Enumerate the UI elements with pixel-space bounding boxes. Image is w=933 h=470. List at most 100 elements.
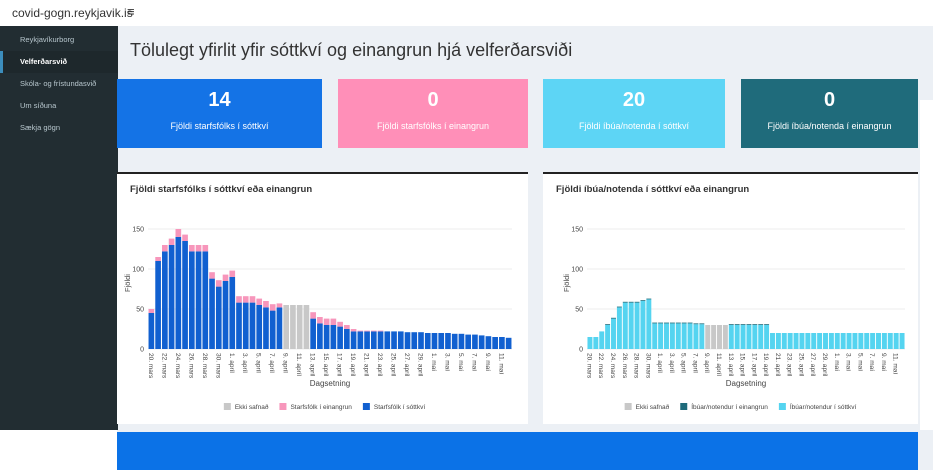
x-tick-label: 13. apríl <box>727 353 734 377</box>
bar-segment <box>485 336 492 349</box>
bar-segment <box>793 333 799 349</box>
bar-segment <box>611 318 616 349</box>
bar-segment <box>658 322 664 324</box>
y-tick-label: 100 <box>571 267 583 274</box>
bar-segment <box>222 281 229 349</box>
bar-segment <box>330 325 337 349</box>
legend-label: Starfsfólk í einangrun <box>290 404 352 411</box>
bar-segment <box>693 323 699 325</box>
x-tick-label: 11. apríl <box>715 353 722 377</box>
footer-band <box>117 432 918 470</box>
bar-segment <box>687 322 693 324</box>
bar-segment <box>350 329 357 332</box>
bar-segment <box>675 322 681 324</box>
bar-segment <box>893 333 899 349</box>
box-value: 14 <box>208 89 231 111</box>
bar-segment <box>781 333 787 349</box>
bar-segment <box>290 305 296 349</box>
x-tick-label: 27. apríl <box>403 353 410 377</box>
bar-segment <box>728 325 734 349</box>
bar-segment <box>283 305 290 349</box>
nav-item[interactable]: Um síðuna <box>20 101 57 110</box>
bar-segment <box>734 325 740 349</box>
nav-item[interactable]: Reykjavíkurborg <box>20 35 75 44</box>
bar-segment <box>431 333 438 349</box>
bar-segment <box>634 302 640 349</box>
chart-panel: Fjöldi íbúa/notenda í sóttkví eða einang… <box>543 172 918 424</box>
bar-segment <box>188 245 195 252</box>
x-tick-label: 23. apríl <box>786 353 793 377</box>
bar-segment <box>263 307 269 349</box>
legend-swatch <box>223 403 231 410</box>
x-tick-label: 27. apríl <box>809 353 816 377</box>
x-tick-label: 23. apríl <box>376 353 383 377</box>
y-tick-label: 150 <box>571 227 583 234</box>
bar-segment <box>722 325 728 349</box>
bar-segment <box>236 302 242 349</box>
bar-segment <box>616 307 622 349</box>
bar-segment <box>269 310 276 349</box>
bar-segment <box>445 333 451 349</box>
bar-segment <box>168 245 175 349</box>
bar-segment <box>370 330 377 332</box>
x-tick-label: 21. apríl <box>774 353 781 377</box>
menu-toggle[interactable]: ≡ <box>127 4 135 19</box>
bar-segment <box>263 301 269 308</box>
x-tick-label: 24. mars <box>174 353 181 379</box>
bar-segment <box>823 333 828 349</box>
x-tick-label: 5. apríl <box>680 353 687 373</box>
bar-segment <box>646 299 652 349</box>
bar-segment <box>337 321 343 327</box>
nav-item[interactable]: Skóla- og frístundasvið <box>20 79 97 88</box>
x-tick-label: 20. mars <box>585 353 592 379</box>
x-tick-label: 22. mars <box>160 353 167 379</box>
bar-segment <box>758 325 764 349</box>
bar-segment <box>222 274 229 281</box>
x-tick-label: 9. apríl <box>282 353 289 373</box>
bar-segment <box>202 251 209 349</box>
x-tick-label: 3. apríl <box>241 353 248 373</box>
bar-segment <box>472 334 478 349</box>
bar-segment <box>828 333 834 349</box>
x-tick-label: 7. maí <box>470 353 477 371</box>
bar-segment <box>155 257 161 261</box>
bar-segment <box>337 326 343 349</box>
box-value: 0 <box>823 89 836 111</box>
x-tick-label: 17. apríl <box>750 353 757 377</box>
chart: Fjöldi íbúa/notenda í sóttkví eða einang… <box>556 184 905 411</box>
chart: Fjöldi starfsfólks í sóttkví eða einangr… <box>123 184 512 411</box>
bar-segment <box>182 234 188 241</box>
bar-segment <box>787 333 793 349</box>
legend-label: Íbúar/notendur í einangrun <box>691 402 768 411</box>
bar-segment <box>881 333 887 349</box>
bar-segment <box>587 337 593 349</box>
chart-panel: Fjöldi starfsfólks í sóttkví eða einangr… <box>117 172 528 424</box>
bar-segment <box>249 296 256 303</box>
bar-segment <box>752 324 758 325</box>
bar-segment <box>634 301 640 303</box>
box-label: Fjöldi starfsfólks í sóttkví <box>170 121 269 131</box>
x-tick-label: 19. apríl <box>349 353 356 377</box>
bar-segment <box>323 325 330 349</box>
bar-segment <box>364 330 370 332</box>
bar-segment <box>256 305 263 349</box>
site-name[interactable]: covid-gogn.reykjavik.is <box>12 6 133 20</box>
bar-segment <box>317 317 323 324</box>
x-tick-label: 7. maí <box>868 353 875 371</box>
bar-segment <box>858 333 864 349</box>
bar-segment <box>249 302 256 349</box>
box-label: Fjöldi íbúa/notenda í sóttkví <box>578 121 690 131</box>
bar-segment <box>188 251 195 349</box>
bar-segment <box>864 333 870 349</box>
bar-segment <box>168 238 175 245</box>
bar-segment <box>681 323 687 349</box>
nav-item[interactable]: Velferðarsvið <box>0 51 118 73</box>
bar-segment <box>840 333 846 349</box>
x-tick-label: 15. apríl <box>739 353 746 377</box>
bar-segment <box>852 333 858 349</box>
nav-item[interactable]: Sækja gögn <box>20 123 61 132</box>
legend-swatch <box>778 403 786 410</box>
x-tick-label: 19. apríl <box>762 353 769 377</box>
bar-segment <box>805 333 811 349</box>
bar-segment <box>377 331 384 349</box>
